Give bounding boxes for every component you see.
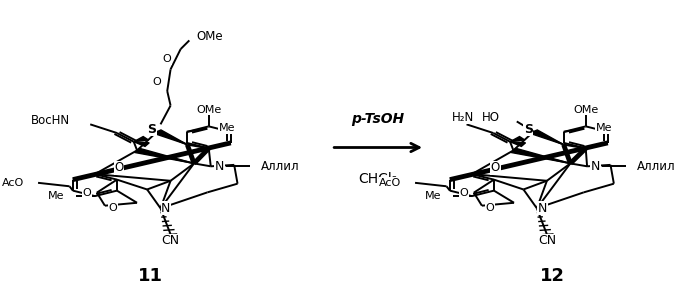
Text: HO: HO bbox=[482, 112, 500, 124]
Text: Me: Me bbox=[48, 191, 64, 201]
Polygon shape bbox=[510, 142, 526, 146]
Text: O: O bbox=[491, 161, 500, 174]
Polygon shape bbox=[135, 148, 194, 163]
Text: H₂N: H₂N bbox=[452, 111, 475, 124]
Text: O: O bbox=[108, 203, 117, 213]
Text: 12: 12 bbox=[540, 267, 565, 285]
Text: p-TsOH: p-TsOH bbox=[352, 112, 405, 126]
Text: N: N bbox=[538, 202, 547, 215]
Text: BocHN: BocHN bbox=[31, 114, 70, 127]
Polygon shape bbox=[511, 148, 570, 163]
Text: OMe: OMe bbox=[196, 30, 223, 42]
Text: O: O bbox=[486, 203, 494, 213]
Text: Me: Me bbox=[596, 123, 612, 133]
Text: OMe: OMe bbox=[196, 105, 222, 114]
Text: S: S bbox=[524, 123, 533, 136]
Text: OMe: OMe bbox=[573, 105, 598, 114]
Text: CHCl₃: CHCl₃ bbox=[359, 172, 398, 186]
Polygon shape bbox=[530, 130, 563, 145]
Text: AcO: AcO bbox=[2, 178, 24, 188]
Text: O: O bbox=[153, 77, 161, 87]
Text: 11: 11 bbox=[138, 267, 163, 285]
Text: O: O bbox=[163, 54, 171, 64]
Polygon shape bbox=[134, 137, 148, 142]
Text: Аллил: Аллил bbox=[261, 160, 300, 173]
Text: N: N bbox=[215, 160, 224, 173]
Text: O: O bbox=[459, 188, 468, 198]
Text: CN: CN bbox=[538, 234, 556, 247]
Text: N: N bbox=[591, 160, 600, 173]
Text: Аллил: Аллил bbox=[637, 160, 676, 173]
Text: O: O bbox=[115, 161, 124, 174]
Text: O: O bbox=[82, 188, 91, 198]
Text: CN: CN bbox=[161, 234, 180, 247]
Text: Me: Me bbox=[424, 191, 441, 201]
Text: Me: Me bbox=[219, 123, 236, 133]
Text: N: N bbox=[161, 202, 171, 215]
Text: S: S bbox=[147, 123, 157, 136]
Polygon shape bbox=[134, 142, 149, 146]
Polygon shape bbox=[510, 137, 525, 142]
Polygon shape bbox=[153, 130, 187, 145]
Text: AcO: AcO bbox=[380, 178, 402, 188]
